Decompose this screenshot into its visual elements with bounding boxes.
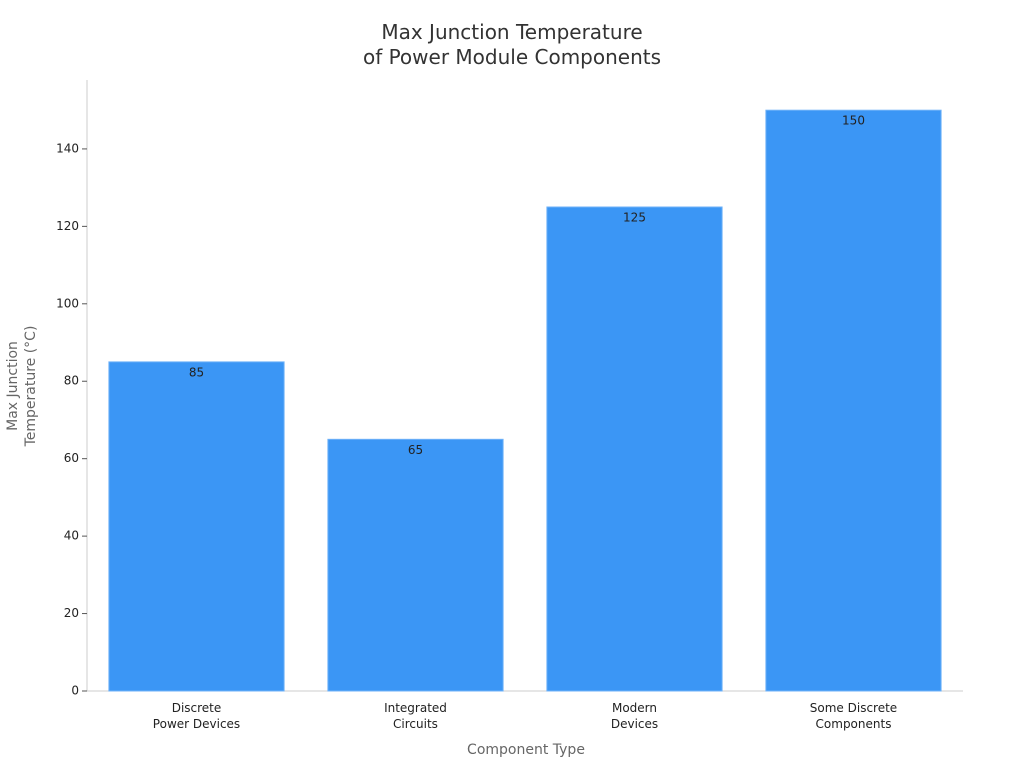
x-tick-label-line: Some Discrete xyxy=(810,701,897,715)
y-label-line: Max Junction xyxy=(5,341,21,431)
x-tick-label-line: Discrete xyxy=(172,701,222,715)
bar xyxy=(546,206,723,692)
y-tick-label: 40 xyxy=(64,529,79,543)
y-tick-label: 20 xyxy=(64,606,79,620)
y-tick-label: 100 xyxy=(56,296,79,310)
y-tick-label: 80 xyxy=(64,374,79,388)
x-tick-label-line: Integrated xyxy=(384,701,447,715)
y-tick-label: 60 xyxy=(64,451,79,465)
x-tick-label-line: Devices xyxy=(611,717,658,731)
value-label: 65 xyxy=(408,443,423,457)
x-axis-label: Component Type xyxy=(467,742,585,758)
x-tick-label: Modern Devices xyxy=(611,701,658,731)
x-tick-label-line: Power Devices xyxy=(153,717,240,731)
value-label: 85 xyxy=(189,365,204,379)
y-tick-label: 140 xyxy=(56,141,79,155)
y-axis-label: Max Junction Temperature (°C) xyxy=(5,326,39,448)
chart-title: Max Junction Temperature of Power Module … xyxy=(363,20,661,69)
y-tick-label: 0 xyxy=(71,684,79,698)
x-tick-label: Some Discrete Components xyxy=(810,701,897,731)
bar xyxy=(327,438,504,692)
y-label-line: Temperature (°C) xyxy=(23,326,39,448)
value-label: 150 xyxy=(842,114,865,128)
y-tick-label: 120 xyxy=(56,219,79,233)
title-line: Max Junction Temperature xyxy=(381,20,642,44)
x-tick-label-line: Circuits xyxy=(393,717,438,731)
x-tick-label-line: Components xyxy=(816,717,892,731)
x-tick-label: Integrated Circuits xyxy=(384,701,447,731)
title-line: of Power Module Components xyxy=(363,45,661,69)
x-tick-label-line: Modern xyxy=(612,701,657,715)
value-label: 125 xyxy=(623,211,646,225)
bar xyxy=(108,361,285,692)
x-tick-label: Discrete Power Devices xyxy=(153,701,240,731)
bar xyxy=(765,109,942,692)
